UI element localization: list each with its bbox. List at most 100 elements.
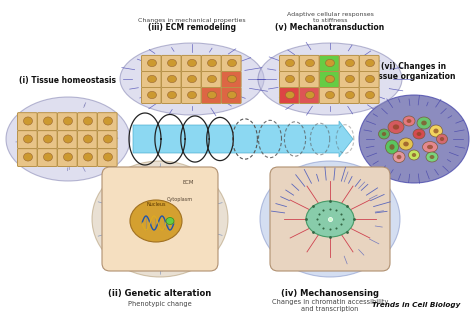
Text: (ii) Genetic alteration: (ii) Genetic alteration bbox=[109, 289, 211, 298]
Text: (iv) Mechanosensing: (iv) Mechanosensing bbox=[281, 289, 379, 298]
Ellipse shape bbox=[285, 75, 294, 83]
FancyBboxPatch shape bbox=[270, 167, 390, 271]
FancyBboxPatch shape bbox=[359, 55, 379, 72]
Ellipse shape bbox=[285, 91, 294, 99]
Text: Nucleus: Nucleus bbox=[146, 203, 166, 208]
FancyBboxPatch shape bbox=[319, 55, 339, 72]
Ellipse shape bbox=[24, 135, 33, 143]
FancyBboxPatch shape bbox=[221, 55, 241, 72]
Ellipse shape bbox=[412, 153, 416, 157]
Ellipse shape bbox=[83, 153, 92, 161]
Ellipse shape bbox=[365, 59, 374, 67]
Ellipse shape bbox=[92, 161, 228, 277]
Ellipse shape bbox=[208, 59, 217, 67]
Ellipse shape bbox=[365, 75, 374, 83]
Ellipse shape bbox=[429, 125, 443, 137]
Ellipse shape bbox=[413, 129, 425, 139]
Ellipse shape bbox=[44, 117, 53, 125]
Ellipse shape bbox=[103, 135, 112, 143]
FancyBboxPatch shape bbox=[201, 55, 221, 72]
Ellipse shape bbox=[167, 75, 176, 83]
Ellipse shape bbox=[103, 153, 112, 161]
Ellipse shape bbox=[64, 153, 73, 161]
FancyBboxPatch shape bbox=[280, 71, 299, 88]
Ellipse shape bbox=[6, 97, 130, 181]
Ellipse shape bbox=[388, 121, 404, 133]
FancyBboxPatch shape bbox=[182, 55, 201, 72]
FancyBboxPatch shape bbox=[339, 71, 359, 88]
Ellipse shape bbox=[365, 91, 374, 99]
FancyBboxPatch shape bbox=[300, 71, 319, 88]
FancyBboxPatch shape bbox=[57, 149, 77, 166]
Ellipse shape bbox=[167, 91, 176, 99]
FancyBboxPatch shape bbox=[319, 71, 339, 88]
Ellipse shape bbox=[385, 140, 399, 154]
FancyBboxPatch shape bbox=[18, 113, 37, 131]
FancyBboxPatch shape bbox=[162, 55, 181, 72]
Ellipse shape bbox=[346, 59, 355, 67]
FancyArrow shape bbox=[133, 121, 353, 157]
Ellipse shape bbox=[326, 75, 335, 83]
FancyBboxPatch shape bbox=[78, 113, 97, 131]
Ellipse shape bbox=[306, 75, 315, 83]
Ellipse shape bbox=[147, 59, 156, 67]
FancyBboxPatch shape bbox=[18, 131, 37, 149]
FancyBboxPatch shape bbox=[182, 87, 201, 104]
Ellipse shape bbox=[64, 117, 73, 125]
Text: Changes in chromatin accessibility
and transcription: Changes in chromatin accessibility and t… bbox=[272, 299, 388, 312]
FancyBboxPatch shape bbox=[57, 113, 77, 131]
Ellipse shape bbox=[397, 155, 401, 159]
Ellipse shape bbox=[382, 132, 386, 136]
Ellipse shape bbox=[64, 135, 73, 143]
Ellipse shape bbox=[44, 135, 53, 143]
Ellipse shape bbox=[393, 151, 405, 163]
FancyBboxPatch shape bbox=[221, 87, 241, 104]
Ellipse shape bbox=[188, 75, 197, 83]
Ellipse shape bbox=[103, 117, 112, 125]
FancyBboxPatch shape bbox=[300, 55, 319, 72]
Ellipse shape bbox=[346, 91, 355, 99]
Ellipse shape bbox=[208, 75, 217, 83]
Ellipse shape bbox=[306, 91, 315, 99]
Text: (i) Tissue homeostasis: (i) Tissue homeostasis bbox=[19, 76, 117, 85]
Ellipse shape bbox=[359, 95, 469, 183]
FancyBboxPatch shape bbox=[359, 87, 379, 104]
FancyBboxPatch shape bbox=[182, 71, 201, 88]
FancyBboxPatch shape bbox=[142, 55, 161, 72]
Ellipse shape bbox=[399, 138, 413, 150]
FancyBboxPatch shape bbox=[37, 149, 57, 166]
FancyBboxPatch shape bbox=[280, 87, 299, 104]
FancyBboxPatch shape bbox=[18, 149, 37, 166]
Text: Trends in Cell Biology: Trends in Cell Biology bbox=[372, 302, 460, 308]
Ellipse shape bbox=[306, 59, 315, 67]
Ellipse shape bbox=[422, 142, 438, 153]
FancyBboxPatch shape bbox=[339, 87, 359, 104]
FancyBboxPatch shape bbox=[98, 113, 117, 131]
Text: Cytoplasm: Cytoplasm bbox=[167, 197, 193, 202]
FancyBboxPatch shape bbox=[57, 131, 77, 149]
FancyBboxPatch shape bbox=[37, 131, 57, 149]
Ellipse shape bbox=[403, 116, 415, 126]
Ellipse shape bbox=[130, 200, 182, 242]
FancyBboxPatch shape bbox=[162, 87, 181, 104]
Text: (vi) Changes in
tissue organization: (vi) Changes in tissue organization bbox=[372, 62, 456, 81]
FancyBboxPatch shape bbox=[201, 71, 221, 88]
Ellipse shape bbox=[407, 119, 411, 123]
Ellipse shape bbox=[429, 155, 434, 159]
Text: ECM: ECM bbox=[182, 181, 194, 186]
Text: (v) Mechanotransduction: (v) Mechanotransduction bbox=[275, 23, 384, 32]
Ellipse shape bbox=[417, 117, 431, 129]
Ellipse shape bbox=[188, 91, 197, 99]
Ellipse shape bbox=[24, 117, 33, 125]
Ellipse shape bbox=[147, 91, 156, 99]
FancyBboxPatch shape bbox=[78, 149, 97, 166]
Ellipse shape bbox=[346, 75, 355, 83]
Ellipse shape bbox=[228, 91, 237, 99]
FancyBboxPatch shape bbox=[319, 87, 339, 104]
Ellipse shape bbox=[390, 144, 394, 150]
Ellipse shape bbox=[306, 201, 354, 237]
Ellipse shape bbox=[166, 218, 174, 225]
Ellipse shape bbox=[167, 59, 176, 67]
Ellipse shape bbox=[393, 124, 399, 130]
FancyBboxPatch shape bbox=[359, 71, 379, 88]
